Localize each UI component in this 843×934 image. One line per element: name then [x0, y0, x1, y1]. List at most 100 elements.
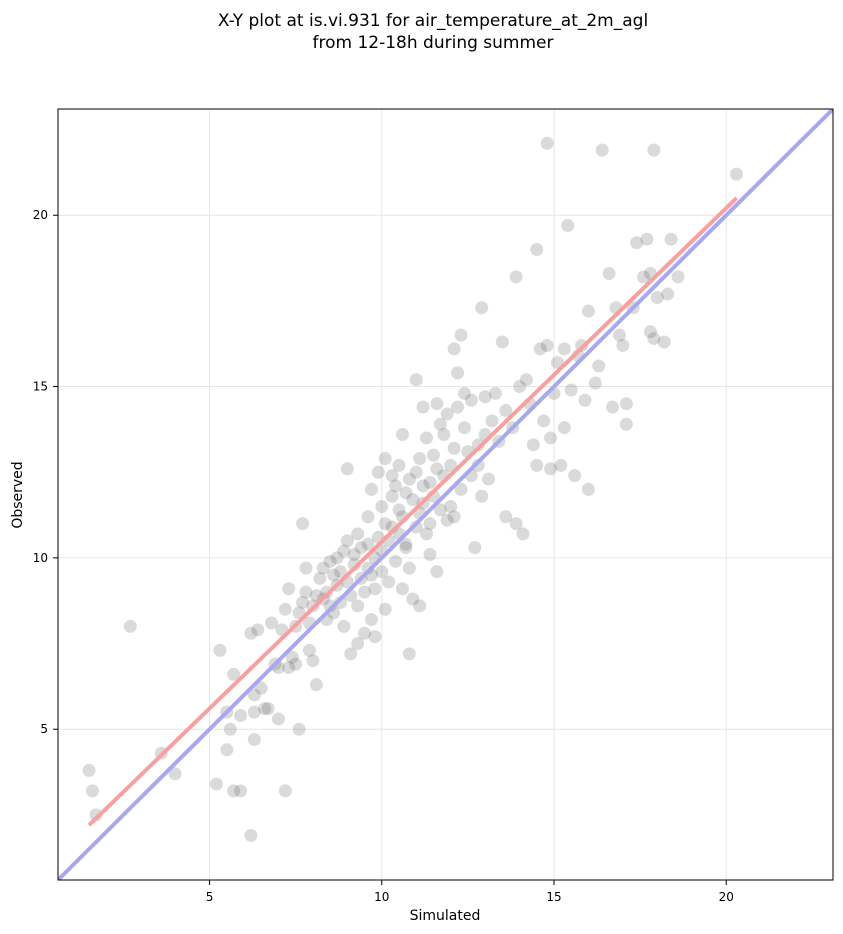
scatter-point — [247, 688, 261, 702]
scatter-point — [640, 232, 654, 246]
plot-frame — [57, 108, 834, 881]
scatter-point — [471, 458, 485, 472]
scatter-point — [395, 582, 409, 596]
chart-title-line-2: from 12-18h during summer — [313, 33, 554, 53]
scatter-point — [309, 678, 323, 692]
scatter-point — [375, 565, 389, 579]
scatter-point — [285, 650, 299, 664]
scatter-point — [378, 517, 392, 531]
y-tick-label: 20 — [33, 208, 48, 222]
scatter-point — [399, 537, 413, 551]
scatter-point — [482, 472, 496, 486]
scatter-point — [643, 325, 657, 339]
scatter-point — [616, 338, 630, 352]
scatter-point — [606, 400, 620, 414]
scatter-point — [323, 554, 337, 568]
scatter-point — [413, 599, 427, 613]
scatter-point — [258, 702, 272, 716]
scatter-point — [313, 571, 327, 585]
scatter-point — [619, 397, 633, 411]
scatter-point — [409, 520, 423, 534]
scatter-point — [444, 499, 458, 513]
scatter-point — [244, 626, 258, 640]
scatter-point — [409, 465, 423, 479]
scatter-point — [347, 558, 361, 572]
scatter-point — [537, 414, 551, 428]
x-tick-label: 5 — [206, 890, 214, 904]
scatter-point — [302, 643, 316, 657]
scatter-point — [251, 623, 265, 637]
scatter-point — [358, 626, 372, 640]
scatter-point — [220, 743, 234, 757]
scatter-point — [123, 619, 137, 633]
scatter-point — [588, 376, 602, 390]
scatter-point — [630, 236, 644, 250]
scatter-point — [296, 595, 310, 609]
scatter-point — [540, 136, 554, 150]
scatter-point — [478, 390, 492, 404]
scatter-point — [416, 400, 430, 414]
scatter-point — [464, 393, 478, 407]
scatter-point — [430, 565, 444, 579]
scatter-point — [499, 510, 513, 524]
scatter-point — [368, 630, 382, 644]
x-tick-label: 20 — [719, 890, 734, 904]
scatter-point — [475, 489, 489, 503]
scatter-point — [592, 359, 606, 373]
scatter-point — [423, 476, 437, 490]
scatter-point — [278, 602, 292, 616]
scatter-point — [650, 290, 664, 304]
scatter-point — [299, 561, 313, 575]
scatter-point — [612, 328, 626, 342]
scatter-point — [664, 232, 678, 246]
x-tick-label: 10 — [374, 890, 389, 904]
scatter-point — [561, 219, 575, 233]
scatter-point — [433, 503, 447, 517]
scatter-point — [406, 592, 420, 606]
scatter-point — [557, 342, 571, 356]
scatter-point — [333, 595, 347, 609]
scatter-point — [399, 486, 413, 500]
scatter-point — [382, 575, 396, 589]
scatter-point — [282, 661, 296, 675]
scatter-point — [247, 733, 261, 747]
scatter-point — [454, 328, 468, 342]
scatter-point — [361, 561, 375, 575]
scatter-point — [223, 722, 237, 736]
scatter-point — [323, 599, 337, 613]
scatter-point — [209, 777, 223, 791]
scatter-point — [647, 143, 661, 157]
scatter-point — [347, 547, 361, 561]
scatter-point — [402, 472, 416, 486]
scatter-point — [568, 469, 582, 483]
x-tick-label: 15 — [546, 890, 561, 904]
y-tick-label: 15 — [33, 380, 48, 394]
y-axis-label: Observed — [10, 461, 26, 528]
scatter-point — [471, 438, 485, 452]
identity-line — [58, 109, 833, 880]
scatter-point — [475, 301, 489, 315]
scatter-point — [309, 589, 323, 603]
scatter-point — [351, 599, 365, 613]
scatter-point — [509, 517, 523, 531]
y-ticks: 5 10 15 20 — [33, 208, 58, 736]
scatter-point — [85, 784, 99, 798]
scatter-point — [289, 657, 303, 671]
scatter-point — [389, 554, 403, 568]
scatter-point — [447, 510, 461, 524]
scatter-point — [444, 458, 458, 472]
scatter-point — [296, 517, 310, 531]
scatter-point — [451, 400, 465, 414]
scatter-point — [426, 448, 440, 462]
chart-title-line-1: X-Y plot at is.vi.931 for air_temperatur… — [218, 11, 648, 31]
scatter-point — [420, 431, 434, 445]
scatter-point — [661, 287, 675, 301]
x-ticks: 5 10 15 20 — [206, 880, 734, 904]
points-layer — [82, 136, 744, 842]
scatter-point — [358, 585, 372, 599]
scatter-point — [306, 654, 320, 668]
scatter-point — [292, 722, 306, 736]
scatter-point — [89, 808, 103, 822]
scatter-point — [395, 428, 409, 442]
